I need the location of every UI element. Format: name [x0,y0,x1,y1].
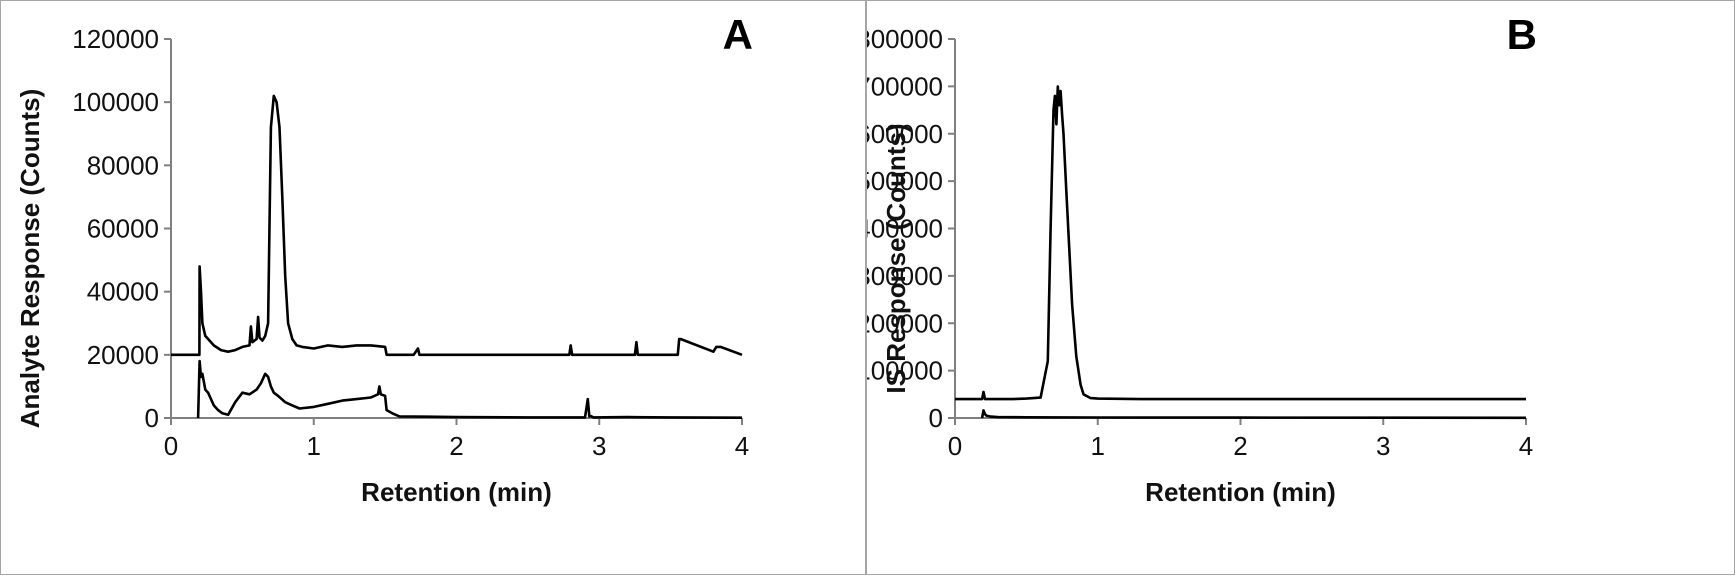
x-tick-label: 3 [1376,431,1390,461]
y-tick-label: 800000 [867,24,943,54]
x-tick-label: 3 [592,431,606,461]
panel-label: A [723,11,753,58]
y-axis-title: IS Response (Counts) [881,123,911,393]
chart-panel-a: 0 20000 40000 60000 80000 100000 120000 0 1 2 3 4 Re… [0,0,866,575]
y-tick-label: 500000 [867,166,943,196]
x-axis-title: Retention (min) [361,477,552,507]
y-tick-label: 700000 [867,71,943,101]
x-tick-label: 0 [164,431,178,461]
panel-label: B [1507,11,1537,58]
y-tick-label: 100000 [72,87,159,117]
y-tick-label: 0 [929,403,943,433]
y-tick-label: 60000 [87,214,159,244]
series-line-1 [955,85,1526,401]
x-tick-label: 2 [1233,431,1247,461]
y-tick-label: 80000 [87,150,159,180]
x-tick-label: 2 [449,431,463,461]
x-tick-label: 1 [1091,431,1105,461]
x-axis-title: Retention (min) [1145,477,1336,507]
y-tick-label: 300000 [867,261,943,291]
series-line-2 [196,359,743,419]
x-tick-label: 4 [1519,431,1533,461]
y-axis-title: Analyte Response (Counts) [15,89,45,429]
y-tick-label: 0 [145,403,159,433]
x-tick-label: 0 [948,431,962,461]
y-tick-label: 400000 [867,214,943,244]
y-tick-label: 100000 [867,356,943,386]
series-line-1 [171,94,743,357]
chart-a-svg: 0 20000 40000 60000 80000 100000 120000 0 1 2 3 4 Re… [15,11,753,507]
x-tick-label: 4 [735,431,749,461]
series-line-2 [980,409,1527,420]
y-tick-label: 40000 [87,277,159,307]
y-tick-label: 600000 [867,119,943,149]
y-tick-label: 120000 [72,24,159,54]
x-tick-label: 1 [307,431,321,461]
y-tick-label: 20000 [87,340,159,370]
